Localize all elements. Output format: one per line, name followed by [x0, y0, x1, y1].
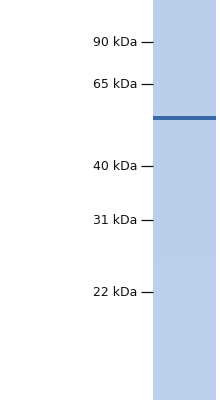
Bar [153, 116, 216, 120]
Text: 31 kDa: 31 kDa [93, 214, 138, 226]
Text: 65 kDa: 65 kDa [93, 78, 138, 90]
Text: 22 kDa: 22 kDa [93, 286, 138, 298]
Text: 40 kDa: 40 kDa [93, 160, 138, 172]
Bar [153, 0, 216, 400]
Text: 90 kDa: 90 kDa [93, 36, 138, 48]
